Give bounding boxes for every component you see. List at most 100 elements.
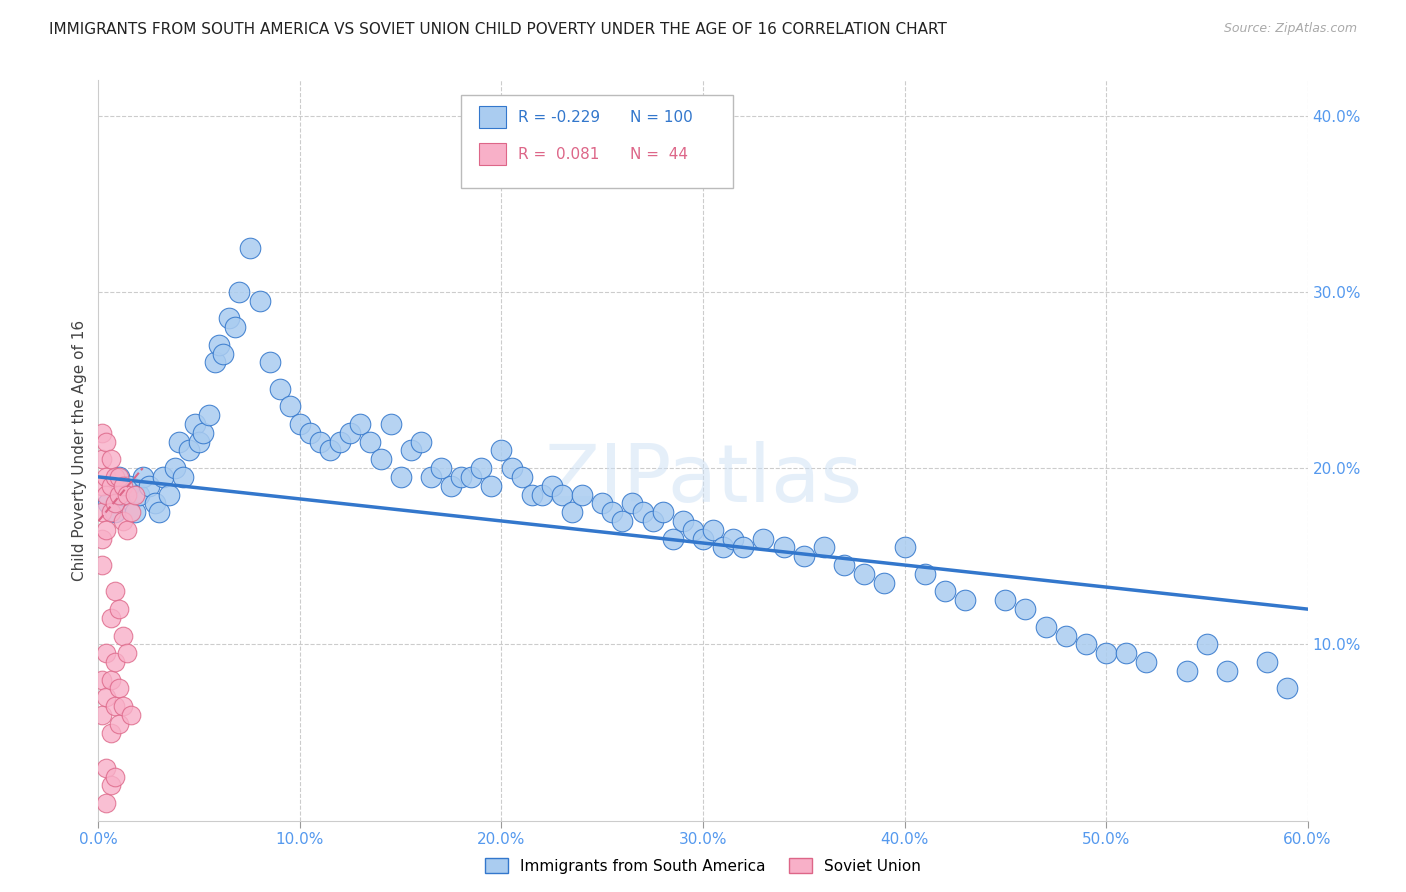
- Point: [100, 611, 122, 625]
- Point: [692, 532, 714, 546]
- FancyBboxPatch shape: [479, 144, 506, 165]
- Point: [91, 673, 114, 687]
- Point: [239, 241, 262, 255]
- Point: [641, 514, 664, 528]
- Point: [96, 470, 118, 484]
- Point: [873, 575, 896, 590]
- Point: [360, 434, 382, 449]
- Point: [103, 496, 125, 510]
- Point: [107, 681, 129, 696]
- Point: [138, 479, 160, 493]
- Text: IMMIGRANTS FROM SOUTH AMERICA VS SOVIET UNION CHILD POVERTY UNDER THE AGE OF 16 : IMMIGRANTS FROM SOUTH AMERICA VS SOVIET …: [49, 22, 948, 37]
- Point: [118, 479, 141, 493]
- Point: [711, 541, 734, 555]
- Point: [107, 470, 129, 484]
- Point: [370, 452, 392, 467]
- Point: [115, 523, 138, 537]
- Point: [278, 400, 301, 414]
- Point: [100, 725, 122, 739]
- Point: [103, 770, 125, 784]
- Text: R =  0.081: R = 0.081: [517, 147, 599, 161]
- Point: [793, 549, 815, 564]
- Point: [319, 443, 342, 458]
- Point: [651, 505, 673, 519]
- FancyBboxPatch shape: [461, 95, 734, 187]
- Point: [91, 532, 114, 546]
- Point: [193, 425, 215, 440]
- Point: [100, 479, 122, 493]
- Point: [1135, 655, 1157, 669]
- Point: [249, 293, 271, 308]
- Point: [124, 505, 146, 519]
- Point: [571, 487, 593, 501]
- Point: [1115, 646, 1137, 660]
- Point: [1035, 620, 1057, 634]
- Point: [115, 646, 138, 660]
- Point: [212, 346, 235, 360]
- Point: [269, 382, 291, 396]
- Point: [853, 566, 876, 581]
- Point: [723, 532, 745, 546]
- Point: [621, 496, 644, 510]
- Point: [520, 487, 543, 501]
- Point: [612, 514, 634, 528]
- Point: [111, 479, 134, 493]
- Text: ZIPatlas: ZIPatlas: [544, 441, 862, 519]
- Point: [107, 602, 129, 616]
- Point: [198, 408, 221, 422]
- Point: [299, 425, 322, 440]
- Point: [157, 487, 180, 501]
- Point: [540, 479, 562, 493]
- Point: [661, 532, 683, 546]
- Point: [440, 479, 463, 493]
- Point: [934, 584, 956, 599]
- Point: [188, 434, 211, 449]
- Point: [501, 461, 523, 475]
- Point: [204, 355, 226, 369]
- Point: [107, 470, 129, 484]
- Point: [96, 523, 118, 537]
- Point: [409, 434, 432, 449]
- Point: [349, 417, 371, 431]
- Point: [111, 514, 134, 528]
- Point: [100, 778, 122, 792]
- Point: [96, 487, 118, 501]
- Point: [380, 417, 402, 431]
- Point: [91, 452, 114, 467]
- Point: [103, 699, 125, 714]
- Point: [111, 487, 134, 501]
- Text: N =  44: N = 44: [630, 147, 689, 161]
- Point: [953, 593, 976, 607]
- Point: [103, 584, 125, 599]
- Point: [148, 505, 170, 519]
- Point: [682, 523, 704, 537]
- Point: [163, 461, 186, 475]
- Point: [111, 699, 134, 714]
- Point: [491, 443, 513, 458]
- Point: [481, 479, 503, 493]
- Point: [450, 470, 472, 484]
- Point: [914, 566, 936, 581]
- Point: [96, 761, 118, 775]
- Point: [100, 452, 122, 467]
- Point: [107, 716, 129, 731]
- Point: [103, 470, 125, 484]
- Point: [339, 425, 361, 440]
- Point: [115, 487, 138, 501]
- Point: [813, 541, 835, 555]
- Point: [1216, 664, 1239, 678]
- Point: [224, 320, 246, 334]
- Point: [832, 558, 855, 572]
- Point: [100, 673, 122, 687]
- Point: [96, 690, 118, 705]
- Point: [602, 505, 624, 519]
- Point: [1277, 681, 1299, 696]
- Point: [91, 505, 114, 519]
- Point: [1074, 637, 1097, 651]
- Text: Source: ZipAtlas.com: Source: ZipAtlas.com: [1223, 22, 1357, 36]
- Point: [91, 479, 114, 493]
- Point: [103, 505, 125, 519]
- Point: [1054, 628, 1077, 642]
- Point: [97, 496, 120, 510]
- Text: R = -0.229: R = -0.229: [517, 110, 600, 125]
